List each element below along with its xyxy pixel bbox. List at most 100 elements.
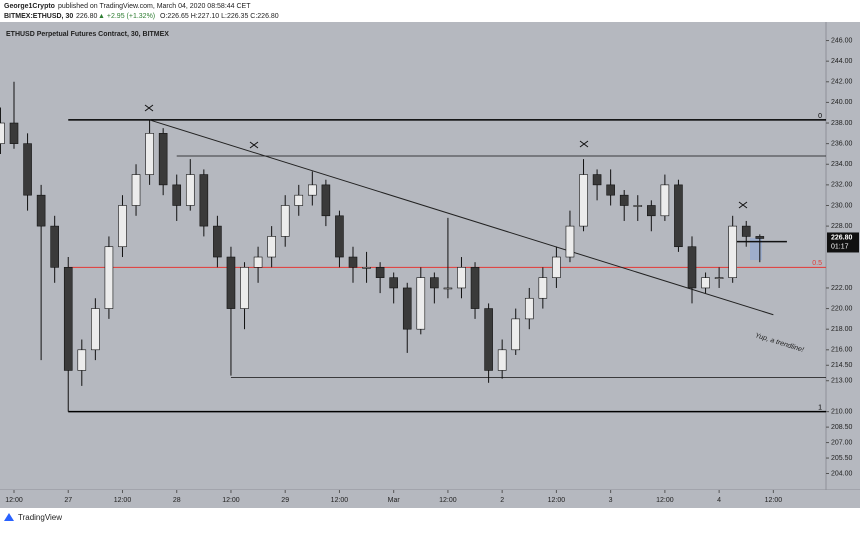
candle-body [253, 256, 263, 268]
x-marker [579, 140, 589, 148]
candle-body [158, 133, 168, 186]
y-tick-label: 218.00 [831, 326, 853, 333]
candle-body [240, 267, 249, 309]
x-tick-label: 12:00 [548, 497, 566, 504]
last: 226.80 [76, 13, 98, 20]
candle-body [728, 225, 737, 278]
candle-body [308, 184, 317, 196]
x-tick-label: 12:00 [439, 497, 457, 504]
candle-body [606, 184, 615, 196]
candle-body [348, 256, 358, 268]
y-tick-label: 204.00 [831, 470, 853, 477]
x-tick-label: 12:00 [656, 497, 674, 504]
candle-body [619, 194, 629, 206]
x-tick-label: Mar [388, 497, 401, 504]
candle-body [538, 277, 548, 299]
x-tick-label: 29 [281, 497, 289, 504]
highlight-box [750, 238, 762, 260]
candle-body [687, 246, 697, 289]
candle-body [63, 267, 73, 371]
candle-body [36, 194, 46, 227]
candle-body [755, 236, 765, 239]
y-tick-label: 244.00 [831, 58, 853, 65]
trendline [149, 119, 774, 316]
y-tick-label: 214.50 [831, 362, 853, 369]
y-tick-label: 220.00 [831, 305, 853, 312]
fib-label: 1 [818, 405, 822, 412]
x-markers [144, 104, 748, 209]
footer-logo: TradingView [4, 513, 62, 522]
y-tick-label: 230.00 [831, 202, 853, 209]
x-tick-label: 4 [717, 497, 721, 504]
candle-body [226, 256, 236, 309]
candle-body [633, 205, 643, 207]
candle-body [185, 174, 195, 206]
time-axis-bg [0, 490, 860, 508]
candle-body [402, 287, 412, 330]
candle-body [552, 256, 561, 278]
chart-title: ETHUSD Perpetual Futures Contract, 30, B… [6, 31, 169, 38]
candle-body [470, 267, 480, 309]
x-tick-label: 12:00 [222, 497, 240, 504]
ohlc: O:226.65 H:227.10 L:226.35 C:226.80 [160, 13, 279, 20]
candle-body [267, 236, 276, 258]
candle-body [484, 308, 493, 371]
candle-body [592, 174, 602, 186]
y-tick-label: 234.00 [831, 161, 853, 168]
y-tick-label: 210.00 [831, 409, 853, 416]
logo-icon [4, 513, 14, 521]
last-price-label: 226.80 [831, 234, 853, 241]
last-price-box [827, 232, 859, 253]
candle-body [701, 277, 710, 289]
candle-body [660, 184, 670, 217]
candle-body [213, 225, 222, 258]
candle-body [199, 174, 209, 227]
brand: TradingView [18, 513, 62, 522]
candle-body [104, 246, 114, 309]
x-tick-label: 12:00 [5, 497, 23, 504]
candle-body [335, 215, 344, 258]
y-tick-label: 246.00 [831, 37, 853, 44]
candle-body [443, 287, 453, 290]
x-tick-label: 2 [500, 497, 504, 504]
candle-body [647, 205, 656, 217]
y-tick-label: 213.00 [831, 378, 853, 385]
candle-body [172, 184, 182, 206]
candle-body [131, 174, 141, 206]
y-tick-label: 238.00 [831, 120, 853, 127]
y-tick-label: 205.50 [831, 455, 853, 462]
y-tick-label: 207.00 [831, 439, 853, 446]
y-tick-label: 208.50 [831, 424, 853, 431]
x-marker [249, 141, 259, 149]
x-tick-label: 12:00 [765, 497, 783, 504]
candle-body [741, 225, 751, 237]
candle-body [565, 225, 575, 258]
x-tick-label: 28 [173, 497, 181, 504]
x-tick-label: 3 [609, 497, 613, 504]
candle-body [674, 184, 683, 248]
x-marker [144, 104, 154, 112]
y-tick-label: 240.00 [831, 99, 853, 106]
candle-body [9, 122, 19, 144]
x-marker [738, 201, 748, 209]
fib-label: 0 [818, 113, 822, 120]
candle-body [23, 143, 32, 196]
y-tick-label: 232.00 [831, 182, 853, 189]
candle-body [416, 277, 426, 330]
candle-body [375, 267, 385, 278]
change: ▲ +2.95 (+1.32%) [98, 13, 155, 20]
candle-body [294, 194, 304, 206]
symbol: BITMEX:ETHUSD, 30 [4, 13, 73, 20]
candle-body [389, 277, 398, 289]
candle-body [145, 133, 154, 175]
candle-body [280, 205, 290, 237]
fib-label: 0.5 [812, 260, 822, 267]
author: George1Crypto [4, 3, 55, 10]
candle-body [430, 277, 439, 289]
x-tick-label: 12:00 [114, 497, 132, 504]
candle-body [524, 297, 534, 320]
candle-body [714, 277, 724, 279]
y-tick-label: 222.00 [831, 285, 853, 292]
candle-body [77, 349, 87, 371]
